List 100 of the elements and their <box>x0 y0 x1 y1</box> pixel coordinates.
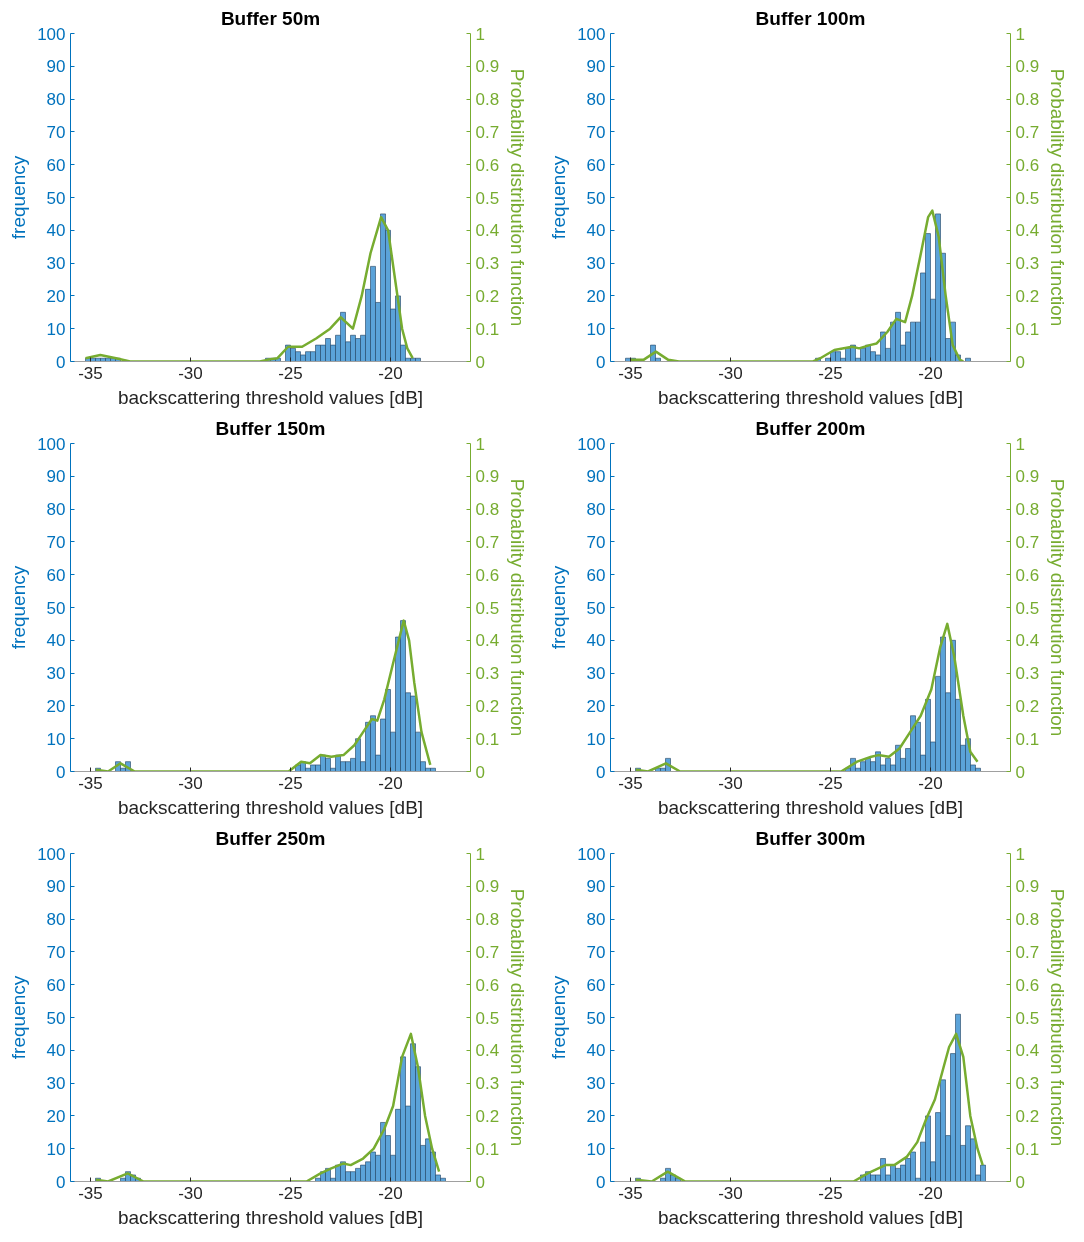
x-tick-label: -25 <box>278 363 303 383</box>
x-tick-label: -30 <box>718 1183 743 1203</box>
y2-tick-label: 0.7 <box>1015 942 1040 962</box>
x-axis-title: backscattering threshold values [dB] <box>117 386 424 408</box>
y2-tick-label: 0.1 <box>475 319 500 339</box>
y-tick-label: 100 <box>37 24 66 44</box>
y-tick-label: 90 <box>46 877 66 897</box>
y-tick-label: 40 <box>586 631 606 651</box>
y-tick-label: 50 <box>586 1008 606 1028</box>
y-tick-label: 60 <box>46 155 66 175</box>
y2-tick-label: 0.9 <box>475 877 500 897</box>
y-tick-label: 0 <box>596 762 606 782</box>
y2-tick-label: 0.3 <box>1015 254 1040 274</box>
x-tick-label: -30 <box>718 773 743 793</box>
y2-tick-label: 0.5 <box>475 598 500 618</box>
x-axis-title: backscattering threshold values [dB] <box>657 386 964 408</box>
y-tick-label: 20 <box>46 286 66 306</box>
y2-tick-label: 0 <box>1015 1172 1025 1192</box>
y-tick-label: 90 <box>586 57 606 77</box>
y2-axis-title: Probability distribution function <box>507 68 529 327</box>
y2-tick-label: 0.3 <box>475 664 500 684</box>
y-tick-label: 90 <box>46 467 66 487</box>
y2-tick-label: 0.4 <box>1015 631 1040 651</box>
x-tick-label: -20 <box>918 1183 943 1203</box>
y-tick-label: 90 <box>586 467 606 487</box>
y-tick-label: 80 <box>46 910 66 930</box>
y2-tick-label: 0 <box>1015 352 1025 372</box>
y2-tick-label: 0.1 <box>475 1139 500 1159</box>
y2-tick-label: 0 <box>475 762 485 782</box>
y2-tick-label: 0 <box>475 352 485 372</box>
y-tick-label: 20 <box>46 696 66 716</box>
y2-tick-label: 1 <box>1015 434 1025 454</box>
y-tick-label: 0 <box>596 1172 606 1192</box>
y-tick-label: 40 <box>46 221 66 241</box>
y2-tick-label: 0.3 <box>475 1074 500 1094</box>
y2-tick-label: 0.2 <box>1015 1106 1040 1126</box>
y2-tick-label: 0.3 <box>1015 1074 1040 1094</box>
y-tick-label: 20 <box>46 1106 66 1126</box>
x-tick-label: -35 <box>618 363 643 383</box>
y2-tick-label: 0.6 <box>1015 975 1040 995</box>
y2-tick-label: 0.5 <box>475 188 500 208</box>
y-tick-label: 70 <box>586 942 606 962</box>
y-tick-label: 50 <box>586 188 606 208</box>
y2-tick-label: 0 <box>475 1172 485 1192</box>
x-tick-label: -35 <box>78 773 103 793</box>
x-tick-label: -30 <box>178 773 203 793</box>
y-tick-label: 0 <box>56 1172 66 1192</box>
y2-axis-title: Probability distribution function <box>1047 888 1069 1147</box>
y-tick-label: 0 <box>56 352 66 372</box>
x-tick-label: -20 <box>378 773 403 793</box>
x-tick-label: -20 <box>378 1183 403 1203</box>
y-tick-label: 30 <box>586 1074 606 1094</box>
y2-tick-label: 0.6 <box>475 565 500 585</box>
chart-title: Buffer 300m <box>755 827 866 849</box>
y-tick-label: 100 <box>577 844 606 864</box>
y-tick-label: 100 <box>37 844 66 864</box>
y2-tick-label: 1 <box>475 24 485 44</box>
y2-tick-label: 0.8 <box>1015 500 1040 520</box>
x-tick-label: -35 <box>78 363 103 383</box>
y2-axis-title: Probability distribution function <box>1047 68 1069 327</box>
y-tick-label: 50 <box>46 188 66 208</box>
y2-tick-label: 0.1 <box>475 729 500 749</box>
y2-tick-label: 0.2 <box>1015 696 1040 716</box>
y-tick-label: 30 <box>586 254 606 274</box>
y-tick-label: 0 <box>596 352 606 372</box>
y2-tick-label: 0.5 <box>475 1008 500 1028</box>
y-axis-title: frequency <box>8 975 30 1060</box>
y2-tick-label: 0.8 <box>475 90 500 110</box>
y2-tick-label: 0.5 <box>1015 1008 1040 1028</box>
y-tick-label: 30 <box>586 664 606 684</box>
y-tick-label: 70 <box>586 122 606 142</box>
y-tick-label: 10 <box>46 729 66 749</box>
y2-tick-label: 0.2 <box>475 696 500 716</box>
x-axis-title: backscattering threshold values [dB] <box>657 1206 964 1228</box>
y-tick-label: 40 <box>46 631 66 651</box>
y2-tick-label: 0.7 <box>1015 532 1040 552</box>
y-tick-label: 100 <box>37 434 66 454</box>
y-tick-label: 70 <box>46 532 66 552</box>
y-tick-label: 20 <box>586 1106 606 1126</box>
y2-tick-label: 0.2 <box>475 286 500 306</box>
y-tick-label: 0 <box>56 762 66 782</box>
y2-tick-label: 0.7 <box>475 532 500 552</box>
y-tick-label: 30 <box>46 1074 66 1094</box>
y-tick-label: 40 <box>586 1041 606 1061</box>
y-axis-title: frequency <box>548 565 570 650</box>
y-tick-label: 80 <box>586 910 606 930</box>
y-tick-label: 70 <box>586 532 606 552</box>
y-tick-label: 30 <box>46 664 66 684</box>
y2-tick-label: 1 <box>1015 844 1025 864</box>
x-tick-label: -30 <box>178 1183 203 1203</box>
y2-tick-label: 0.2 <box>1015 286 1040 306</box>
x-tick-label: -20 <box>918 773 943 793</box>
y-tick-label: 60 <box>46 975 66 995</box>
y2-tick-label: 0.4 <box>475 1041 500 1061</box>
y-tick-label: 50 <box>586 598 606 618</box>
chart-title: Buffer 150m <box>215 417 326 439</box>
y-tick-label: 40 <box>586 221 606 241</box>
y2-axis-title: Probability distribution function <box>1047 478 1069 737</box>
y-tick-label: 20 <box>586 696 606 716</box>
x-tick-label: -35 <box>618 1183 643 1203</box>
